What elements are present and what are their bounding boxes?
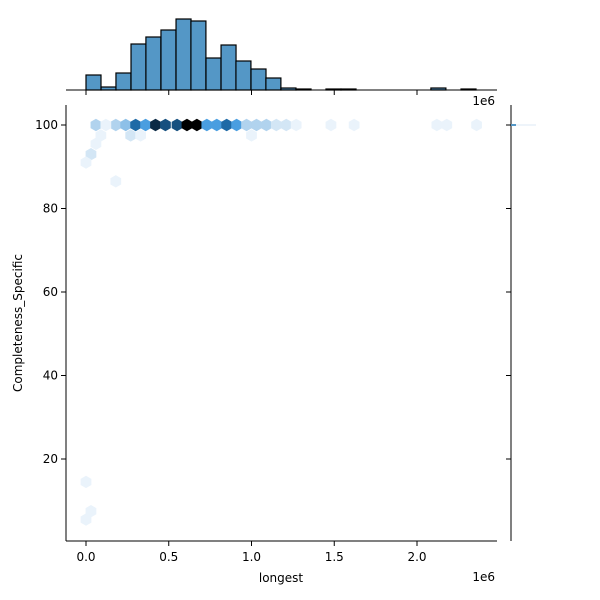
hexbin-cell (221, 118, 233, 132)
hexbin-cell (80, 475, 92, 489)
histogram-bar (235, 60, 252, 91)
hexbin-cell (211, 118, 223, 132)
x-tick-label: 0.0 (76, 550, 95, 564)
hexbin-cell (80, 513, 92, 526)
hexbin-cell (191, 118, 203, 132)
hexbin-cell (85, 504, 97, 518)
hexbin-cell (231, 118, 242, 132)
hexbin-cell (471, 118, 482, 132)
x-tick-label: 1.0 (242, 550, 261, 564)
hexbin-cell (125, 129, 137, 142)
hexbin-cell (85, 148, 97, 161)
hexbin-cell (290, 118, 302, 132)
histogram-bar (160, 29, 177, 91)
hexbin-cell (325, 118, 337, 132)
x-axis-label: longest (259, 571, 304, 585)
hexbin-cell (280, 118, 292, 132)
hexbin-cell (110, 118, 122, 132)
right-hist-bar-faint (516, 124, 536, 126)
hexbin-cell (120, 118, 132, 132)
hexbin-cell (140, 118, 151, 132)
hexbin-cell (160, 118, 171, 132)
hexbin-cell (171, 118, 183, 132)
histogram-bar (250, 68, 267, 91)
histogram-bar (145, 36, 162, 91)
hexbin-cell (246, 129, 257, 142)
y-tick-label: 80 (43, 202, 58, 216)
hexbin-cell (431, 118, 443, 132)
top-hist-offset-label: 1e6 (472, 94, 495, 108)
hexbin-cell (135, 129, 146, 142)
x-tick-label: 0.5 (159, 550, 178, 564)
x-tick-label: 1.5 (325, 550, 344, 564)
top-hist-ticks (85, 90, 418, 95)
hexbin-cell (241, 118, 252, 132)
histogram-bar (205, 57, 222, 91)
hexbin-cell (181, 118, 193, 132)
y-axis-label: Completeness_Specific (11, 254, 25, 392)
y-tick-label: 40 (43, 369, 58, 383)
hexbin-cell (95, 129, 107, 142)
hexbin-cell (130, 118, 142, 132)
histogram-bar (190, 20, 207, 91)
hexbin-cell (270, 118, 282, 132)
hexbin-cell (150, 118, 161, 132)
histogram-bar (130, 43, 147, 91)
hexbin-cell (100, 118, 112, 132)
x-tick-label: 2.0 (407, 550, 426, 564)
hexbin-cell (348, 118, 360, 132)
histogram-bar (220, 44, 237, 91)
histogram-bar (85, 74, 102, 91)
right-hist-ticks (506, 124, 511, 460)
histogram-bar (115, 72, 132, 91)
y-tick-label: 20 (43, 452, 58, 466)
marginal-x-histogram (85, 18, 477, 91)
hexbin-cell (90, 137, 102, 150)
hexbin-cell (251, 118, 262, 132)
histogram-bar (175, 18, 192, 91)
y-tick-label: 60 (43, 285, 58, 299)
x-axis-ticks: 0.0 0.5 1.0 1.5 2.0 (76, 541, 427, 564)
hexbin-cell (90, 118, 102, 132)
y-tick-label: 100 (35, 118, 58, 132)
hexbin-cell (441, 118, 453, 132)
hexbin-layer (80, 118, 482, 526)
y-axis-ticks: 20 40 60 80 100 (35, 118, 66, 466)
hexbin-cell (80, 156, 92, 169)
histogram-bar (265, 77, 282, 91)
hexbin-cell (201, 118, 213, 132)
hexbin-cell (261, 118, 272, 132)
hexbin-cell (110, 175, 122, 188)
right-hist-bar (511, 124, 516, 126)
x-offset-label: 1e6 (472, 570, 495, 584)
